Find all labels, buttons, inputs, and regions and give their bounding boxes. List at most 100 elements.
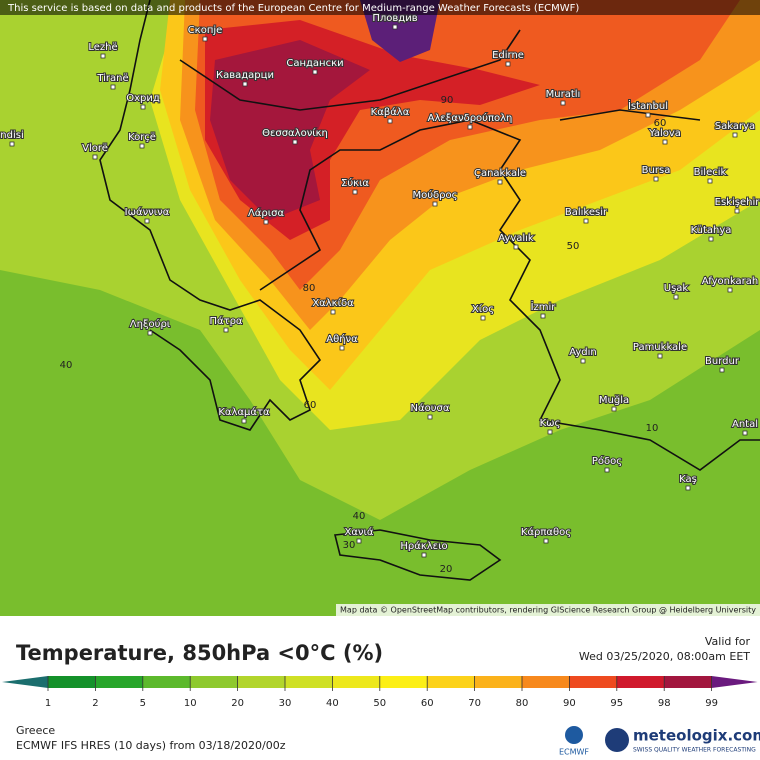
city-label: Σύκια <box>341 177 369 189</box>
city-label: ndisi <box>0 130 23 141</box>
logo-site: meteologix.com <box>633 727 760 745</box>
colorbar-segment <box>142 676 191 688</box>
city-label: Muğla <box>599 394 629 406</box>
city-marker <box>742 430 748 436</box>
city-marker <box>505 61 511 67</box>
contour-labels: 90 60 50 80 40 60 40 30 20 10 <box>60 95 667 575</box>
contour-label: 40 <box>60 360 73 371</box>
meteologix-icon <box>605 728 629 752</box>
colorbar-segment <box>522 676 570 688</box>
city-label: Afyonkarah <box>702 276 759 287</box>
attribution-band <box>0 0 760 15</box>
contour-label: 80 <box>303 283 316 294</box>
city-label: Λάρισα <box>248 207 285 219</box>
city-marker <box>685 485 691 491</box>
city-label: Balıkesir <box>565 207 608 218</box>
colorbar-tick-label: 30 <box>279 698 292 709</box>
city-label: Κάρπαθος <box>521 526 571 538</box>
attribution-top: This service is based on data and produc… <box>7 3 579 14</box>
colorbar-tick-label: 80 <box>516 698 529 709</box>
city-marker <box>467 124 473 130</box>
city-label: Охрид <box>126 93 160 104</box>
city-label: Yalova <box>648 128 681 139</box>
city-label: Uşak <box>664 283 689 294</box>
city-marker <box>140 104 146 110</box>
colorbar-segment <box>95 676 143 688</box>
colorbar-tick-label: 99 <box>705 698 718 709</box>
contour-label: 30 <box>343 540 356 551</box>
city-marker <box>263 219 269 225</box>
city-label: Αθήνα <box>326 333 358 345</box>
city-label: Kütahya <box>691 225 732 236</box>
city-marker <box>560 100 566 106</box>
colorbar-segment <box>285 676 333 688</box>
city-label: İstanbul <box>628 99 668 112</box>
colorbar-tick-label: 90 <box>563 698 576 709</box>
contour-label: 10 <box>646 423 659 434</box>
city-marker <box>144 218 150 224</box>
city-marker <box>707 178 713 184</box>
valid-label: Valid for <box>705 635 751 648</box>
city-label: Sakarya <box>715 121 755 132</box>
colorbar-tick-label: 1 <box>45 698 51 709</box>
city-label: Θεσσαλονίκη <box>262 127 328 139</box>
city-label: Καλαμάτα <box>218 406 270 418</box>
city-label: Eskişehir <box>715 197 760 208</box>
attribution-bottom: Map data © OpenStreetMap contributors, r… <box>340 606 756 615</box>
city-label: Καβάλα <box>371 106 410 118</box>
city-marker <box>202 36 208 42</box>
city-marker <box>732 132 738 138</box>
city-label: Αλεξανδρούπολη <box>428 112 513 124</box>
city-label: Kaş <box>679 474 697 485</box>
city-label: Ayvalık <box>498 233 534 244</box>
contour-label: 90 <box>441 95 454 106</box>
city-label: Bilecik <box>694 167 727 178</box>
colorbar-tick-label: 50 <box>373 698 386 709</box>
colorbar-segment <box>190 676 238 688</box>
city-label: Pamukkale <box>633 342 687 353</box>
colorbar-arrow-high <box>711 676 758 688</box>
colorbar-tick-label: 5 <box>140 698 146 709</box>
field-purple <box>360 0 440 62</box>
city-marker <box>653 176 659 182</box>
city-marker <box>583 218 589 224</box>
map: This service is based on data and produc… <box>0 0 760 616</box>
city-label: Ρόδος <box>592 455 622 467</box>
city-marker <box>421 552 427 558</box>
city-marker <box>540 313 546 319</box>
city-marker <box>497 179 503 185</box>
city-label: Burdur <box>705 356 740 367</box>
city-marker <box>580 358 586 364</box>
colorbar-tick-label: 98 <box>658 698 671 709</box>
city-marker <box>292 139 298 145</box>
colorbar-segment <box>474 676 522 688</box>
city-marker <box>662 139 668 145</box>
colorbar-tick-label: 95 <box>610 698 623 709</box>
ecmwf-icon <box>565 726 583 744</box>
colorbar-tick-label: 10 <box>184 698 197 709</box>
city-marker <box>312 69 318 75</box>
colorbar-tick-label: 40 <box>326 698 339 709</box>
colorbar-segment <box>569 676 617 688</box>
city-label: Ληξούρι <box>130 318 171 330</box>
contour-label: 60 <box>304 400 317 411</box>
crete <box>334 529 502 581</box>
region: Greece <box>16 724 55 737</box>
city-marker <box>513 244 519 250</box>
city-marker <box>223 327 229 333</box>
city-marker <box>241 418 247 424</box>
colorbar-segment <box>48 676 96 688</box>
city-label: Ιωάννινα <box>125 206 170 218</box>
city-marker <box>339 345 345 351</box>
city-label: Antal <box>732 419 758 430</box>
model-info: ECMWF IFS HRES (10 days) from 03/18/2020… <box>16 739 286 752</box>
colorbar-tick-label: 2 <box>92 698 98 709</box>
colorbar-tick-label: 20 <box>231 698 244 709</box>
logo-tagline: SWISS QUALITY WEATHER FORECASTING <box>633 747 756 754</box>
city-label: İzmir <box>531 300 557 313</box>
city-marker <box>9 141 15 147</box>
city-label: Aydın <box>569 347 597 358</box>
city-label: Vlorë <box>82 143 108 154</box>
